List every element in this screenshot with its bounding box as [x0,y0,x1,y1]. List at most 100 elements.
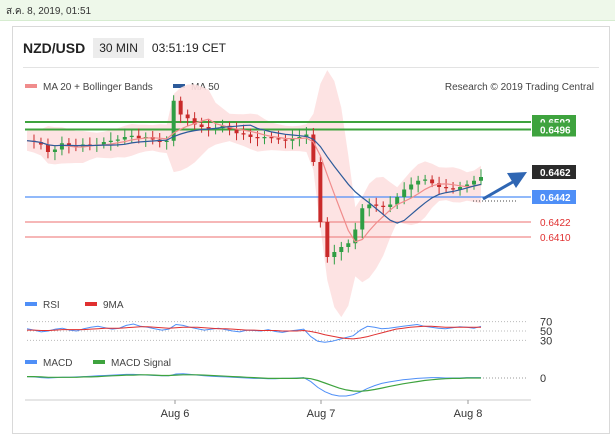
candle-body [73,145,78,147]
candle-body [192,118,197,125]
candle-body [66,143,71,146]
level-lines [25,121,531,238]
timeframe-badge[interactable]: 30 MIN [93,38,144,58]
candle-body [185,114,190,119]
candle-body [52,149,57,152]
candle-body [262,137,267,139]
ma50-line [26,124,482,224]
candle-body [276,138,281,140]
rsi-level-label-30: 30 [540,335,552,347]
price-label-bg-0.6496 [532,122,576,137]
candle-body [409,184,414,190]
macd-legend-swatch [25,360,37,364]
candle-body [451,188,456,190]
x-axis-ticks: Aug 6 Aug 7 Aug 8 [161,400,482,420]
ma20-legend-label: MA 20 + Bollinger Bands [43,82,153,93]
ma50-legend-swatch [173,84,185,88]
candle-body [255,137,260,139]
candle-body [472,180,477,185]
ma20-legend-swatch [25,84,37,88]
rsi-legend-swatch [25,302,37,306]
candle-body [339,247,344,252]
candle-body [367,204,372,209]
candle-body [241,133,246,135]
candle-body [115,139,120,141]
rsi-ma-legend-label: 9MA [103,300,124,311]
credit-text: Research © 2019 Trading Central [445,82,594,93]
forecast-arrow [482,172,527,201]
candle-body [479,177,483,181]
candle-body [325,222,330,257]
candle-body [458,187,463,190]
candle-body [297,137,302,139]
candle-body [164,140,169,142]
candle-body [444,187,449,189]
candle-body [45,144,50,152]
rsi-ma-legend-swatch [85,302,97,306]
candle-body [304,134,309,137]
price-label-0.6496: 0.6496 [540,126,571,137]
bollinger-bands [27,70,481,318]
candle-body [290,138,295,141]
candle-body [423,179,428,181]
chart-svg: MA 20 + Bollinger Bands MA 50 Research ©… [25,70,594,420]
chart-panel: NZD/USD 30 MIN 03:51:19 CET MA 20 + Boll… [12,26,610,434]
rsi-level-label-70: 70 [540,317,552,329]
header-divider [23,67,599,68]
rsi-legend-label: RSI [43,300,60,311]
candle-body [332,252,337,257]
candle-body [199,124,204,127]
price-label-0.6410: 0.6410 [540,233,571,244]
candle-body [437,183,442,187]
price-label-bg-0.6462 [532,165,576,179]
candle-body [346,243,351,247]
clock-time: 03:51:19 CET [151,41,226,55]
price-label-0.6442: 0.6442 [540,193,571,204]
forecast-arrow-shaft [482,177,519,201]
candle-body [178,100,183,115]
chart-header: NZD/USD 30 MIN 03:51:19 CET [23,37,226,59]
macd-pane: MACD MACD Signal 0 [25,358,546,397]
candle-body [248,134,253,137]
price-label-0.6462: 0.6462 [540,168,571,179]
candle-body [395,197,400,205]
candle-body [38,142,43,145]
macd-zero-label: 0 [540,373,546,385]
candle-body [269,137,274,139]
price-label-0.6422: 0.6422 [540,218,571,229]
price-label-bg-0.6442 [532,190,576,204]
candle-body [430,179,435,184]
candle-body [129,135,134,137]
candle-body [360,208,365,230]
candle-body [283,139,288,141]
macd-signal-legend-label: MACD Signal [111,358,171,369]
candle-body [206,127,211,130]
top-info-bar: ส.ค. 8, 2019, 01:51 [0,0,615,21]
candle-body [353,229,358,244]
candle-body [374,204,379,206]
macd-line [26,373,481,397]
candle-body [465,184,470,187]
candle-body [381,205,386,207]
symbol-title: NZD/USD [23,40,86,56]
candle-body [402,189,407,197]
candle-body [136,135,141,139]
macd-signal-legend-swatch [93,360,105,364]
candle-body [234,129,239,134]
rsi-level-label-50: 50 [540,326,552,338]
timestamp-text: ส.ค. 8, 2019, 01:51 [6,6,92,17]
candle-body [59,143,64,150]
candle-body [108,140,113,142]
macd-signal-line [27,374,481,392]
candle-body [416,180,421,185]
x-tick-label-Aug-6: Aug 6 [161,408,190,420]
candle-body [122,137,127,140]
candle-body [388,204,393,207]
candle-body [311,134,316,162]
candle-body [171,100,176,141]
x-tick-label-Aug-7: Aug 7 [307,408,336,420]
